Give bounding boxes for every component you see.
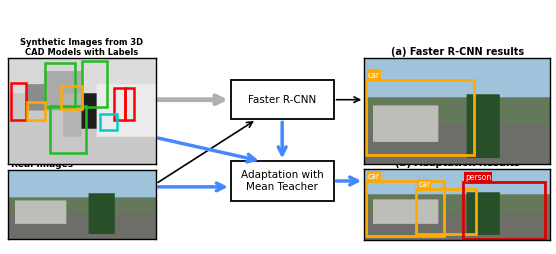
Text: car: car — [368, 71, 380, 80]
Bar — [11, 83, 26, 120]
Text: Adaptation with
Mean Teacher: Adaptation with Mean Teacher — [241, 170, 324, 192]
Text: (a) Faster R-CNN results: (a) Faster R-CNN results — [391, 47, 524, 57]
Text: Faster R-CNN: Faster R-CNN — [248, 95, 316, 105]
Text: (b) Adaptation Results: (b) Adaptation Results — [395, 158, 520, 168]
Bar — [45, 63, 75, 107]
Bar — [27, 102, 45, 120]
FancyBboxPatch shape — [231, 161, 334, 201]
Bar — [115, 88, 125, 120]
Bar — [416, 189, 476, 234]
Bar — [463, 182, 545, 239]
Bar — [125, 88, 133, 120]
Bar — [61, 86, 82, 109]
Bar — [82, 60, 107, 107]
FancyBboxPatch shape — [231, 80, 334, 119]
Bar — [366, 80, 474, 155]
Text: Synthetic Images from 3D
CAD Models with Labels: Synthetic Images from 3D CAD Models with… — [21, 38, 143, 57]
Bar — [366, 181, 444, 236]
Text: Real Images: Real Images — [11, 160, 73, 169]
Bar — [100, 114, 117, 130]
Text: car: car — [418, 180, 430, 189]
Text: person: person — [465, 173, 491, 182]
Text: car: car — [368, 172, 380, 181]
Bar — [49, 106, 86, 153]
